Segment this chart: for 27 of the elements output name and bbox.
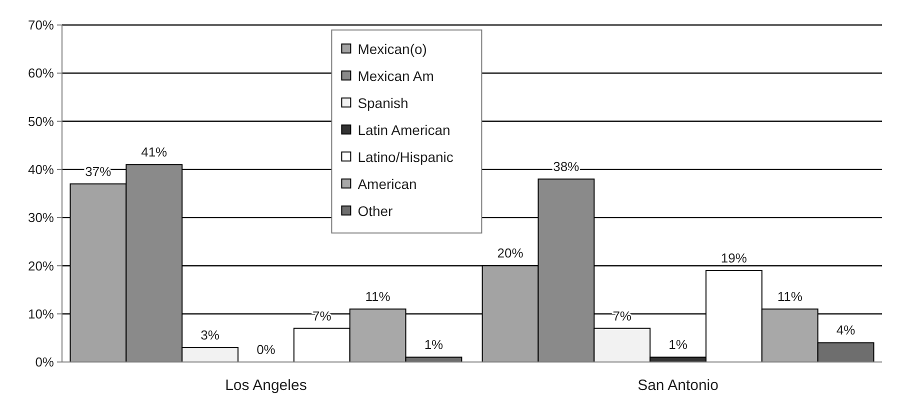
y-tick-label: 70% (28, 18, 54, 33)
data-label: 3% (200, 328, 220, 343)
legend-label: American (358, 176, 417, 192)
legend-label: Mexican Am (358, 68, 434, 84)
data-label: 0% (256, 342, 276, 357)
x-tick-label: San Antonio (638, 377, 718, 394)
data-label: 41% (141, 144, 168, 160)
y-tick-label: 40% (28, 162, 54, 177)
data-label: 1% (668, 337, 688, 352)
x-tick-label: Los Angeles (225, 377, 307, 394)
y-tick-label: 0% (35, 354, 54, 370)
legend-label: Spanish (358, 94, 408, 111)
legend-label: Latin American (358, 122, 450, 138)
y-tick-label: 30% (28, 210, 54, 226)
legend-label: Latino/Hispanic (358, 148, 454, 165)
y-tick-label: 60% (28, 66, 54, 81)
legend-label: Other (358, 202, 394, 219)
legend-label: Mexican(o) (358, 40, 427, 57)
data-label: 11% (365, 289, 391, 304)
data-label: 20% (497, 246, 524, 261)
data-label: 1% (424, 337, 444, 352)
y-tick-label: 50% (28, 114, 54, 129)
data-label: 19% (720, 250, 748, 266)
y-tick-label: 20% (28, 258, 54, 274)
data-label: 4% (836, 322, 856, 338)
data-label: 11% (777, 289, 803, 304)
y-tick-label: 10% (28, 306, 54, 322)
